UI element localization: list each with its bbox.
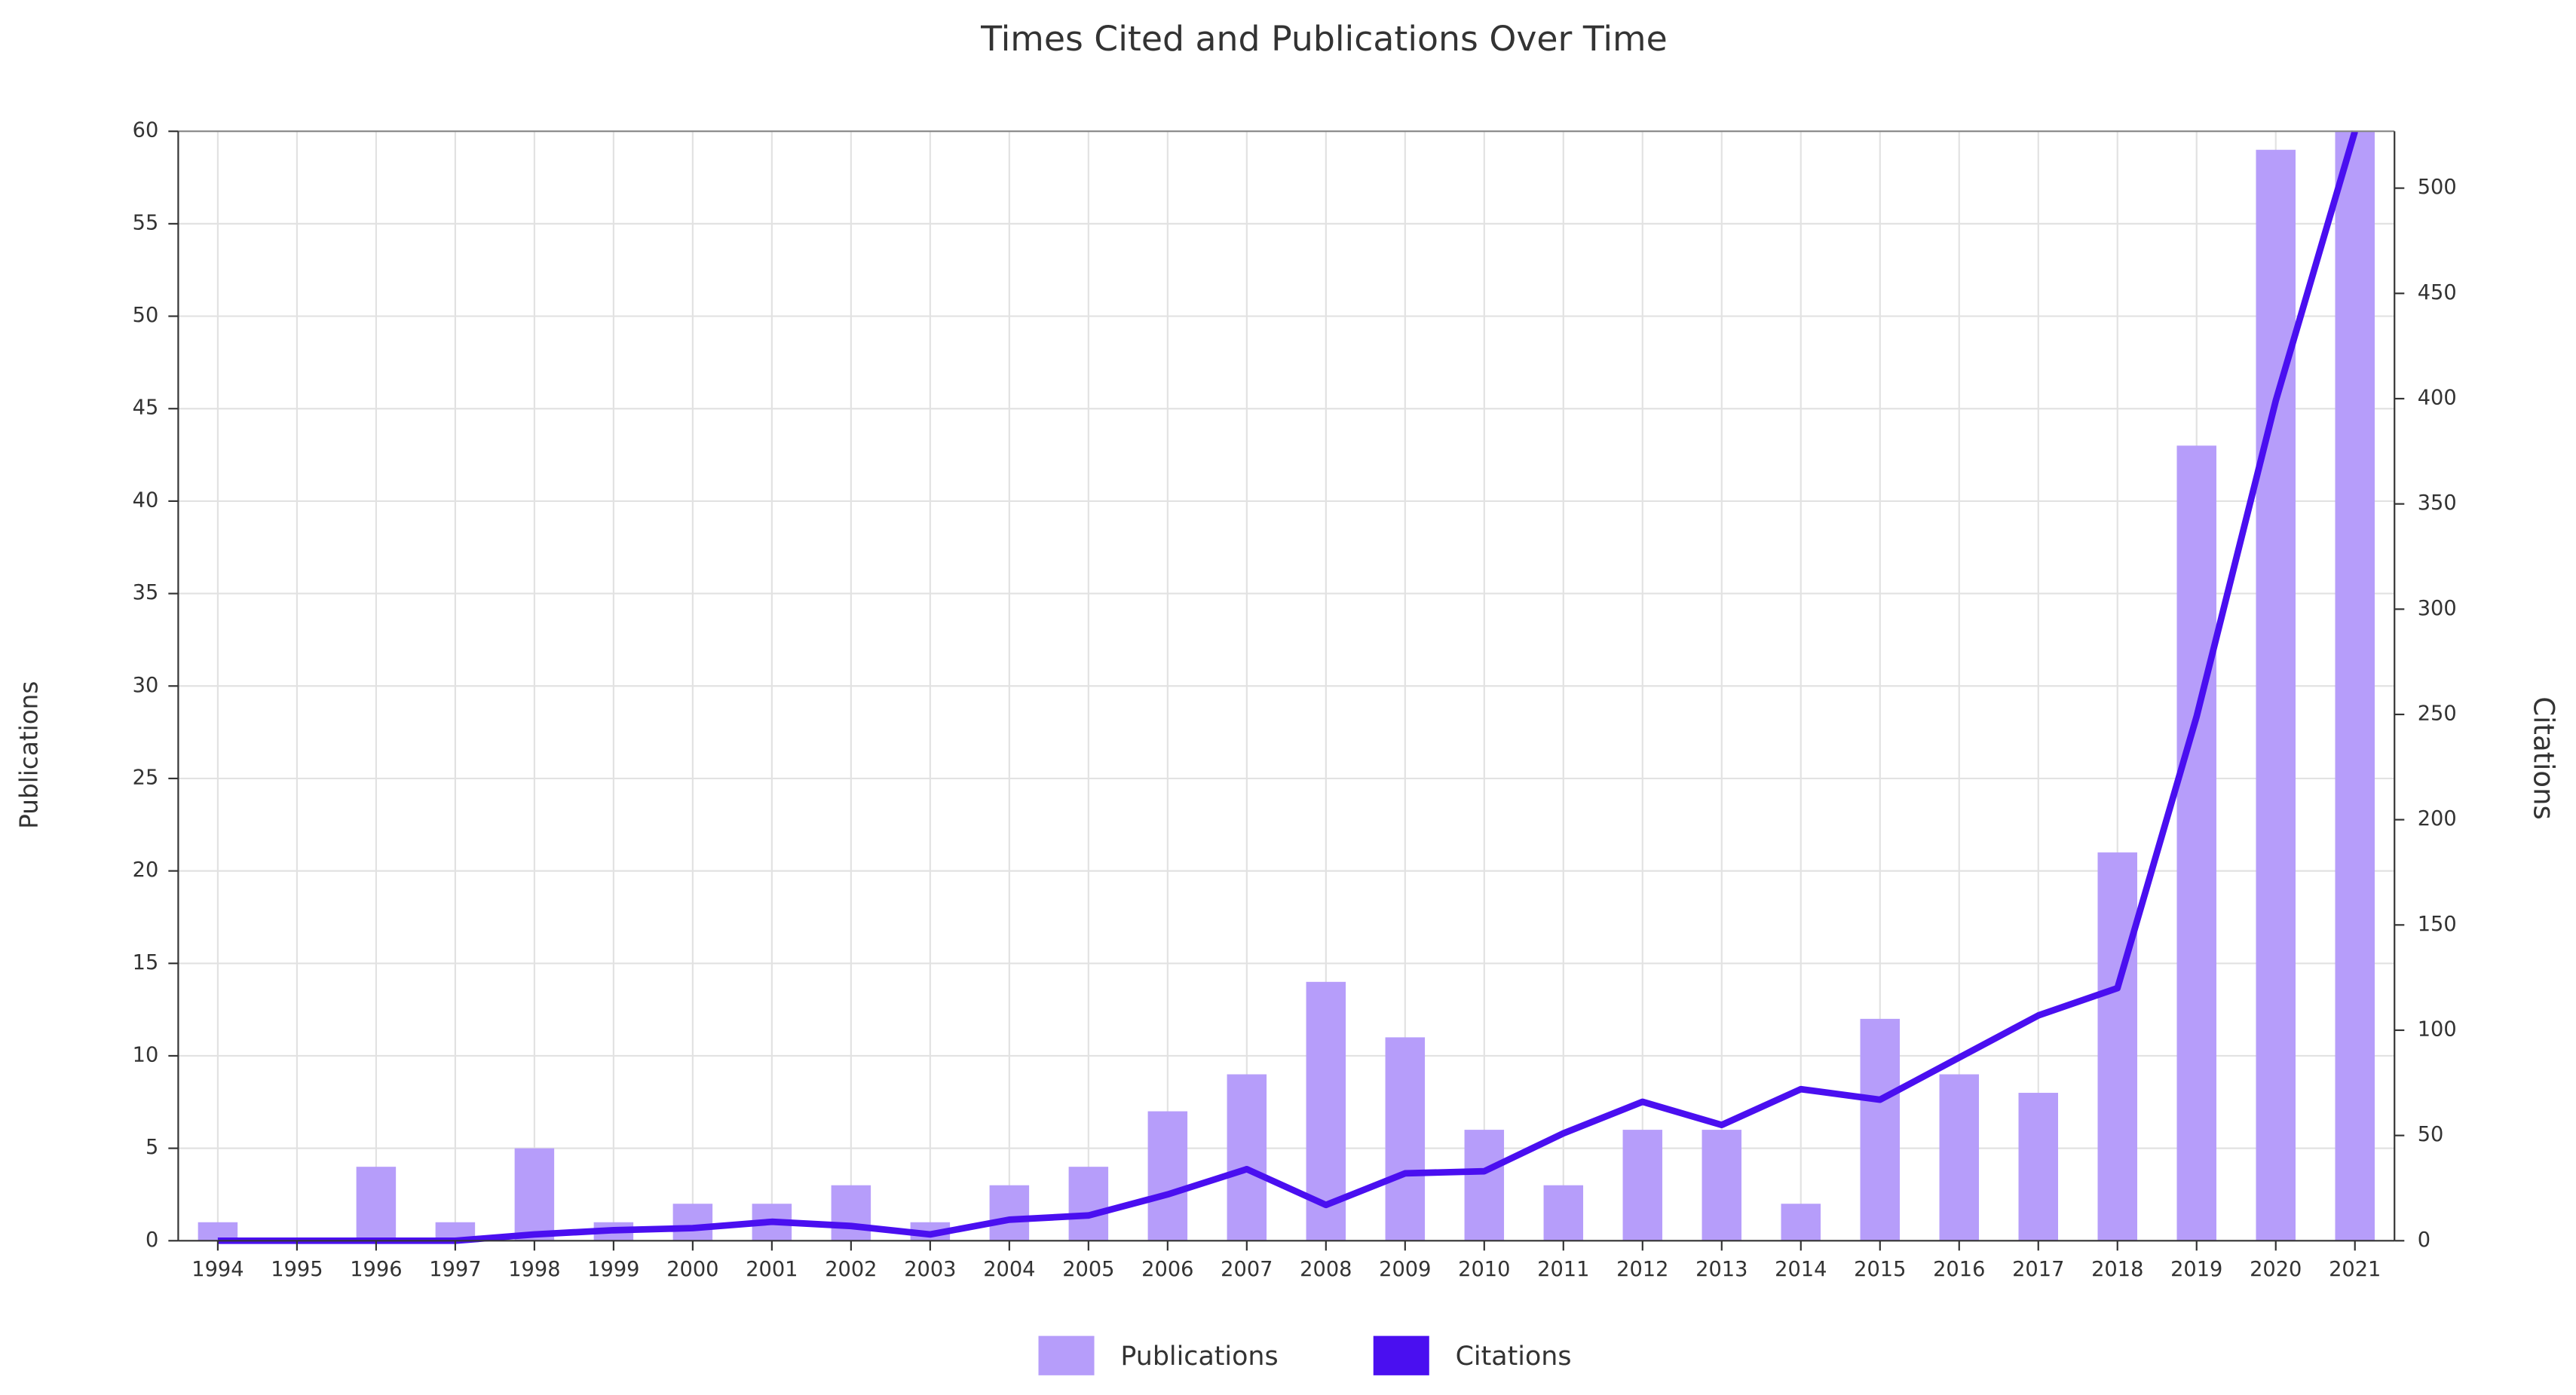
y-tick-label: 30 (133, 674, 159, 697)
x-tick-label: 2018 (2091, 1258, 2143, 1281)
x-tick-label: 2009 (1379, 1258, 1431, 1281)
y2-tick-label: 150 (2418, 913, 2457, 936)
bar (672, 1204, 713, 1241)
y-tick-label: 15 (133, 951, 159, 974)
x-tick-label: 2015 (1854, 1258, 1906, 1281)
x-tick-label: 2005 (1062, 1258, 1114, 1281)
y2-tick-label: 50 (2418, 1123, 2444, 1146)
x-tick-label: 2016 (1933, 1258, 1985, 1281)
x-tick-label: 2013 (1695, 1258, 1747, 1281)
x-tick-label: 2017 (2012, 1258, 2064, 1281)
y2-tick-label: 500 (2418, 176, 2457, 199)
bar (356, 1167, 397, 1241)
bar (2176, 445, 2216, 1241)
x-tick-label: 2002 (825, 1258, 877, 1281)
bar (1385, 1037, 1426, 1241)
bar (1781, 1204, 1821, 1241)
y-tick-label: 5 (145, 1136, 158, 1159)
x-tick-label: 1997 (429, 1258, 481, 1281)
x-tick-label: 2006 (1141, 1258, 1193, 1281)
y2-tick-label: 300 (2418, 597, 2457, 620)
bar (2335, 131, 2375, 1241)
x-tick-label: 2003 (904, 1258, 956, 1281)
y2-axis-label: Citations (2528, 696, 2560, 820)
y-tick-label: 0 (145, 1228, 158, 1252)
legend-label: Publications (1120, 1341, 1278, 1372)
bar (1860, 1018, 1901, 1241)
y2-tick-label: 0 (2418, 1228, 2431, 1252)
x-tick-label: 1998 (508, 1258, 560, 1281)
y-tick-label: 20 (133, 858, 159, 882)
x-tick-label: 2014 (1775, 1258, 1827, 1281)
legend-label: Citations (1456, 1341, 1572, 1372)
x-tick-label: 1999 (587, 1258, 639, 1281)
y2-tick-label: 350 (2418, 491, 2457, 515)
y2-tick-label: 100 (2418, 1017, 2457, 1041)
bar (2256, 149, 2296, 1241)
y-tick-label: 25 (133, 766, 159, 789)
bar (2097, 852, 2138, 1241)
chart-title: Times Cited and Publications Over Time (980, 19, 1668, 59)
bar (1622, 1130, 1663, 1241)
x-tick-label: 2000 (666, 1258, 718, 1281)
y2-tick-label: 200 (2418, 807, 2457, 831)
x-tick-label: 2019 (2170, 1258, 2222, 1281)
y-tick-label: 55 (133, 211, 159, 234)
line (217, 130, 2358, 1244)
bar (1068, 1167, 1109, 1241)
bar (1939, 1074, 1980, 1241)
y-tick-label: 60 (133, 119, 159, 142)
y-axis-label: Publications (14, 681, 43, 829)
bar (1543, 1185, 1584, 1241)
bar (1227, 1074, 1267, 1241)
x-tick-label: 2012 (1616, 1258, 1668, 1281)
x-tick-label: 2020 (2250, 1258, 2302, 1281)
x-tick-label: 2021 (2329, 1258, 2381, 1281)
x-tick-label: 2007 (1221, 1258, 1273, 1281)
x-tick-label: 2011 (1537, 1258, 1589, 1281)
x-tick-label: 2008 (1300, 1258, 1352, 1281)
bar (1147, 1111, 1188, 1241)
y-tick-label: 40 (133, 488, 159, 512)
bar (831, 1185, 871, 1241)
x-tick-label: 1995 (271, 1258, 323, 1281)
x-tick-label: 1994 (191, 1258, 244, 1281)
y-tick-label: 45 (133, 396, 159, 420)
bar (1702, 1130, 1742, 1241)
legend-swatch (1038, 1335, 1095, 1375)
y2-tick-label: 250 (2418, 702, 2457, 725)
x-tick-label: 2004 (983, 1258, 1035, 1281)
x-tick-label: 1996 (350, 1258, 402, 1281)
y-tick-label: 50 (133, 304, 159, 327)
x-tick-label: 2001 (746, 1258, 798, 1281)
bar (989, 1185, 1030, 1241)
legend-swatch (1373, 1335, 1429, 1375)
bar (2018, 1093, 2059, 1241)
bar (1464, 1130, 1505, 1241)
x-tick-label: 2010 (1458, 1258, 1510, 1281)
y2-tick-label: 450 (2418, 281, 2457, 304)
y-tick-label: 10 (133, 1043, 159, 1066)
y-tick-label: 35 (133, 581, 159, 604)
bar (514, 1148, 555, 1241)
y2-tick-label: 400 (2418, 386, 2457, 409)
